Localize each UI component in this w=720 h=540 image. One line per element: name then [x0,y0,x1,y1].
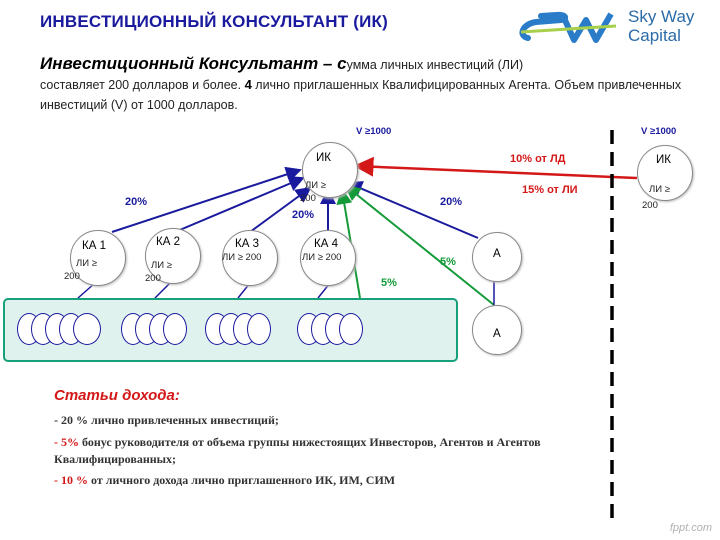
ka2-sub1: ЛИ ≥ [151,260,172,271]
watermark: fppt.com [669,522,712,534]
investors-group-box [3,298,458,362]
ka3-sub1: ЛИ ≥ 200 [222,252,262,263]
arrow-ka1-to-ik [111,166,302,233]
pct-left: 20% [125,196,148,208]
income-line3-pct: 10 % [61,473,88,487]
income-line-3: - 10 % от личного дохода лично приглашен… [54,473,396,487]
ka3-node [222,230,278,286]
logo-line1: Sky Way [628,7,695,26]
logo-line2: Capital [628,26,681,45]
ik-main-sub2: 200 [300,193,316,204]
ik-right-volume: V ≥1000 [641,126,677,137]
pct-red-li: 15% от ЛИ [522,184,578,196]
sw-logo-icon [519,11,617,43]
ik-main-label: ИК [316,152,331,164]
investor-circle [73,313,101,345]
ka4-label: КА 4 [314,238,338,250]
income-line-2: - 5% бонус руководителя от объема группы… [54,435,541,466]
ik-main-node [302,142,358,198]
pct-green-agent: 5% [440,256,456,268]
intro-text2: составляет 200 долларов и более. [40,78,245,92]
ik-main-volume: V ≥1000 [356,126,392,137]
ka1-sub2: 200 [64,271,80,282]
income-line1-pct: 20 % [61,413,88,427]
ka1-label: КА 1 [82,240,106,252]
ka1-sub1: ЛИ ≥ [76,258,97,269]
intro-bold-4: 4 [244,77,252,92]
pct-red-ld: 10% от ЛД [510,153,566,165]
investor-circle [247,313,271,345]
ka4-node [300,230,356,286]
page-title: ИНВЕСТИЦИОННЫЙ КОНСУЛЬТАНТ (ИК) [40,12,388,31]
ik-right-sub1: ЛИ ≥ [649,184,670,195]
income-line2-pct: 5% [61,435,79,449]
investor-circle [163,313,187,345]
pct-mid: 20% [292,209,315,221]
ka2-node [145,228,201,284]
investor-circle [339,313,363,345]
ka4-sub1: ЛИ ≥ 200 [302,252,342,263]
agent-bottom-label: А [493,328,501,340]
sky-way-capital-logo: Sky Way Capital [516,6,716,48]
ik-right-label: ИК [656,154,671,166]
ka2-label: КА 2 [156,236,180,248]
ka3-label: КА 3 [235,238,259,250]
income-line-1: - 20 % лично привлеченных инвестиций; [54,413,279,427]
ik-right-sub2: 200 [642,200,658,211]
pct-green-box: 5% [381,277,397,289]
arrow-ka2-to-ik [174,176,305,233]
agent-bottom-node [472,305,522,355]
ik-main-sub1: ЛИ ≥ [305,180,326,191]
agent-top-node [472,232,522,282]
intro-lead: Инвестиционный Консультант – с [40,54,347,73]
income-title: Статьи дохода: [54,387,180,404]
ka2-sub2: 200 [145,273,161,284]
arrow-ka3-to-ik [249,186,312,233]
intro-text1: умма личных инвестиций (ЛИ) [346,58,524,72]
ik-right-node [637,145,693,201]
agent-top-label: А [493,248,501,260]
pct-right: 20% [440,196,463,208]
arrow-agent2-to-ik-green [344,184,495,306]
intro-text3: лично приглашенных Квалифицированных Аге… [40,78,682,112]
arrow-ik-right-to-ik-red [353,156,638,180]
intro-paragraph: Инвестиционный Консультант – сумма личны… [40,54,700,115]
ka1-node [70,230,126,286]
arrow-agent-to-ik [346,181,479,239]
